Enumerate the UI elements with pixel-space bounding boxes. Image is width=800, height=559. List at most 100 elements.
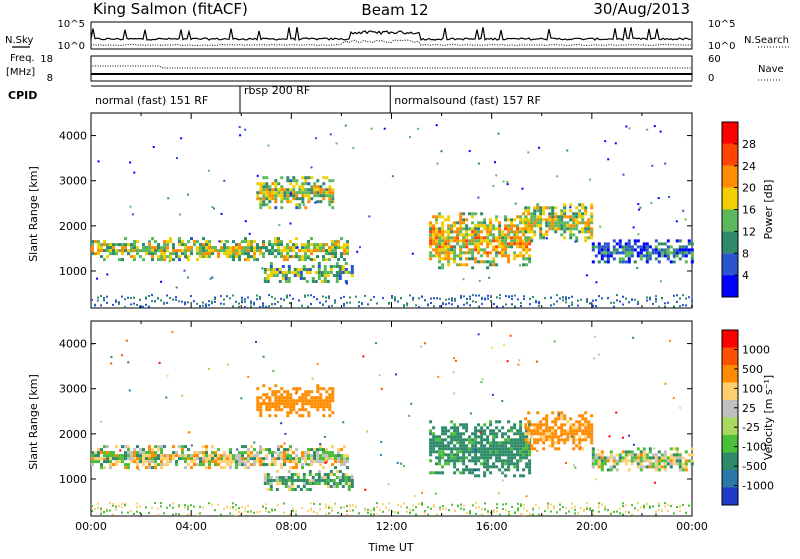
heat-cell [136, 510, 138, 513]
heat-cell [572, 441, 576, 445]
heat-cell [474, 239, 478, 243]
heat-cell [301, 243, 304, 247]
heat-cell [529, 513, 531, 516]
heat-cell [456, 426, 460, 430]
heat-cell [178, 243, 181, 247]
heat-cell [214, 460, 217, 464]
heat-cell [572, 438, 576, 442]
heat-cell [520, 503, 522, 506]
heat-cell [284, 482, 288, 485]
heat-cell [517, 363, 520, 366]
heat-cell [148, 249, 151, 253]
heat-cell [575, 212, 579, 216]
heat-cell [642, 248, 646, 252]
heat-cell [127, 243, 130, 247]
heat-cell [307, 411, 311, 415]
heat-cell [325, 396, 329, 400]
heat-cell [475, 502, 477, 504]
heat-cell [295, 194, 299, 198]
heat-cell [262, 457, 265, 461]
heat-cell [676, 294, 678, 297]
heat-cell [618, 239, 622, 243]
heat-cell [441, 239, 445, 243]
heat-cell [477, 230, 481, 234]
heat-cell [163, 252, 166, 256]
heat-cell [181, 451, 184, 455]
heat-cell [286, 399, 290, 403]
heat-cell [160, 252, 163, 256]
heat-cell [684, 245, 688, 249]
heat-cell [465, 227, 469, 231]
heat-cell [528, 444, 532, 448]
heat-cell [272, 268, 276, 271]
heat-cell [615, 248, 619, 252]
heat-cell [284, 277, 288, 280]
heat-cell [316, 396, 320, 400]
heat-cell [391, 295, 393, 297]
heat-cell [334, 301, 336, 304]
heat-cell [130, 457, 133, 461]
heat-cell [187, 431, 190, 434]
colorbar-segment [722, 209, 738, 232]
heat-cell [581, 206, 585, 210]
heat-cell [495, 254, 499, 258]
heat-cell [516, 227, 520, 231]
heat-cell [492, 444, 496, 448]
heat-cell [471, 215, 475, 219]
heat-cell [432, 441, 436, 445]
heat-cell [299, 268, 303, 271]
heat-cell [447, 260, 451, 264]
heat-cell [432, 227, 436, 231]
heat-cell [681, 251, 685, 255]
heat-cell [498, 236, 502, 240]
heat-cell [678, 468, 682, 472]
heat-cell [112, 252, 115, 256]
heat-cell [560, 233, 564, 237]
heat-cell [498, 227, 502, 231]
heat-cell [181, 448, 184, 452]
heat-cell [438, 215, 442, 219]
heat-cell [301, 396, 305, 400]
heat-cell [328, 405, 332, 409]
heat-cell [477, 456, 481, 460]
heat-cell [211, 300, 213, 303]
heat-cell [331, 506, 333, 509]
heat-cell [301, 414, 305, 418]
heat-cell [453, 392, 456, 395]
heat-cell [115, 457, 118, 461]
heat-cell [289, 188, 293, 192]
heat-cell [160, 502, 162, 504]
heat-cell [489, 456, 493, 460]
heat-cell [601, 297, 603, 300]
heat-cell [666, 248, 670, 252]
heat-cell [109, 457, 112, 461]
heat-cell [483, 227, 487, 231]
heat-cell [277, 402, 281, 406]
heat-cell [522, 435, 526, 439]
heat-cell [323, 265, 327, 268]
heat-cell [103, 258, 106, 262]
heat-cell [118, 454, 121, 458]
heat-cell [465, 224, 469, 228]
heat-cell [566, 420, 570, 424]
power-cells [91, 124, 694, 308]
heat-cell [589, 178, 592, 181]
heat-cell [462, 236, 466, 240]
heat-cell [507, 429, 511, 433]
heat-cell [213, 207, 215, 210]
heat-cell [560, 417, 564, 421]
heat-cell [453, 432, 457, 436]
heat-cell [584, 236, 588, 240]
heat-cell [268, 185, 272, 189]
heat-cell [501, 441, 505, 445]
heat-cell [432, 426, 436, 430]
heat-cell [394, 511, 396, 514]
heat-cell [280, 176, 284, 180]
heat-cell [391, 175, 394, 178]
heat-cell [115, 299, 117, 302]
heat-cell [591, 245, 595, 249]
heat-cell [314, 280, 318, 283]
heat-cell [600, 456, 604, 460]
heat-cell [477, 236, 481, 240]
heat-cell [314, 201, 317, 204]
